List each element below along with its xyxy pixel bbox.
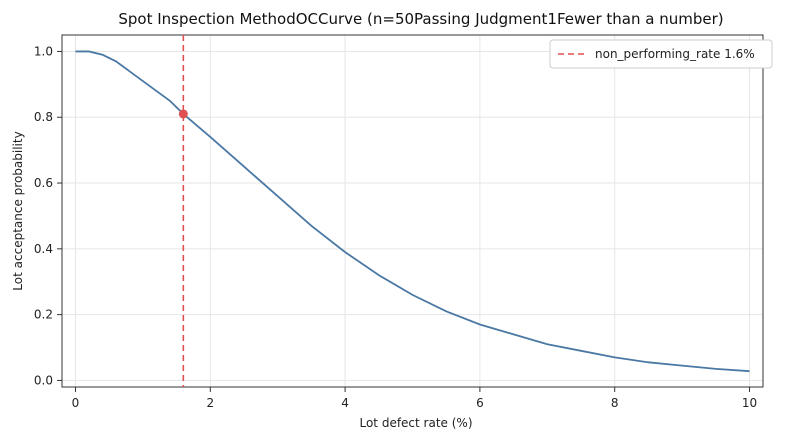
- y-tick-label: 0.8: [34, 110, 53, 124]
- legend: non_performing_rate 1.6%: [549, 39, 773, 69]
- oc-curve-line: [75, 50, 750, 373]
- plot-frame: [61, 34, 764, 388]
- y-tick-label: 0.6: [34, 176, 53, 190]
- y-axis: 0.0 0.2 0.4 0.6 0.8 1.0: [34, 44, 62, 387]
- x-tick-label: 8: [611, 396, 619, 410]
- x-axis: 0 2 4 6 8 10: [72, 387, 757, 410]
- x-tick-label: 0: [72, 396, 80, 410]
- legend-label: non_performing_rate 1.6%: [595, 47, 755, 61]
- x-tick-label: 6: [476, 396, 484, 410]
- x-tick-label: 4: [341, 396, 349, 410]
- reference-point: [178, 109, 188, 119]
- y-axis-label: Lot acceptance probability: [11, 131, 25, 290]
- y-tick-label: 0.4: [34, 242, 53, 256]
- x-axis-label: Lot defect rate (%): [359, 416, 472, 430]
- y-tick-label: 0.0: [34, 373, 53, 387]
- x-tick-label: 10: [742, 396, 757, 410]
- y-tick-label: 1.0: [34, 44, 53, 58]
- legend-box: [549, 39, 773, 69]
- chart-title: Spot Inspection MethodOCCurve (n=50Passi…: [118, 10, 723, 28]
- grid: [62, 35, 763, 387]
- y-tick-label: 0.2: [34, 308, 53, 322]
- x-tick-label: 2: [206, 396, 214, 410]
